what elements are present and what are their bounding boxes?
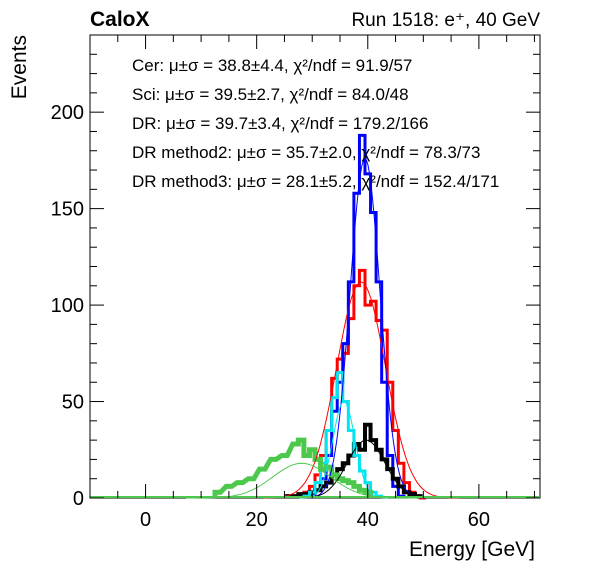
annotation-dr: DR: μ±σ = 39.7±3.4, χ²/ndf = 179.2/166: [132, 114, 428, 133]
x-tick-label-20: 20: [246, 509, 268, 531]
histogram-cer: [296, 268, 427, 500]
annotation-sci: Sci: μ±σ = 39.5±2.7, χ²/ndf = 84.0/48: [132, 85, 409, 104]
annotation-dr-method3: DR method3: μ±σ = 28.1±5.2, χ²/ndf = 152…: [132, 172, 499, 191]
y-tick-label-50: 50: [62, 392, 84, 414]
annotation-cer: Cer: μ±σ = 38.8±4.4, χ²/ndf = 91.9/57: [132, 56, 412, 75]
fit-curve-cer: [263, 281, 459, 499]
x-tick-label-40: 40: [357, 509, 379, 531]
histogram-sci: [307, 133, 406, 498]
experiment-label: CaloX: [90, 8, 150, 31]
plot-area: 0 20 40 60 0 50 100 150 200: [51, 34, 541, 531]
fit-curve-sci: [304, 157, 426, 499]
y-tick-label-100: 100: [51, 295, 84, 317]
y-tick-label-0: 0: [73, 488, 84, 510]
y-axis-label: Events: [8, 35, 31, 99]
annotation-dr-method2: DR method2: μ±σ = 35.7±2.0, χ²/ndf = 78.…: [132, 143, 480, 162]
x-tick-label-60: 60: [468, 509, 490, 531]
histogram-dr_method3: [212, 437, 374, 498]
y-tick-label-150: 150: [51, 199, 84, 221]
x-tick-label-0: 0: [140, 509, 151, 531]
fit-curve-dr_method2: [299, 400, 389, 499]
fit-annotations: Cer: μ±σ = 38.8±4.4, χ²/ndf = 91.9/57 Sc…: [132, 56, 499, 191]
run-info-label: Run 1518: e⁺, 40 GeV: [351, 10, 540, 31]
x-axis-label: Energy [GeV]: [409, 538, 535, 561]
y-tick-label-200: 200: [51, 102, 84, 124]
